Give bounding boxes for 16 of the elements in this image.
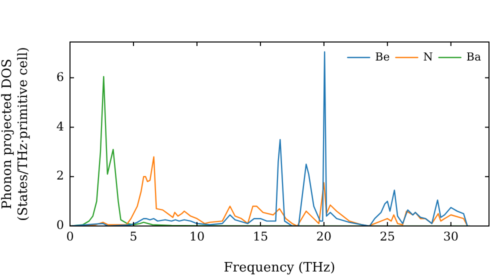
y-tick-label: 2 bbox=[56, 168, 64, 183]
x-tick-label: 15 bbox=[252, 229, 268, 244]
x-tick-label: 0 bbox=[66, 229, 74, 244]
y-tick-label: 6 bbox=[56, 70, 64, 84]
legend-label: Be bbox=[375, 50, 390, 64]
x-tick-label: 5 bbox=[130, 229, 138, 244]
y-axis-title: Phonon projected DOS (States/THz·primitive cell) bbox=[0, 46, 31, 222]
y-tick-label: 0 bbox=[56, 218, 64, 232]
x-axis-title: Frequency (THz) bbox=[224, 260, 336, 276]
y-tick-label: 4 bbox=[56, 119, 64, 134]
x-tick-label: 20 bbox=[316, 229, 332, 244]
legend-label: N bbox=[423, 50, 434, 64]
legend-label: Ba bbox=[466, 50, 482, 64]
x-tick-label: 30 bbox=[443, 229, 459, 244]
x-tick-label: 25 bbox=[380, 229, 396, 244]
x-tick-label: 10 bbox=[189, 229, 205, 244]
